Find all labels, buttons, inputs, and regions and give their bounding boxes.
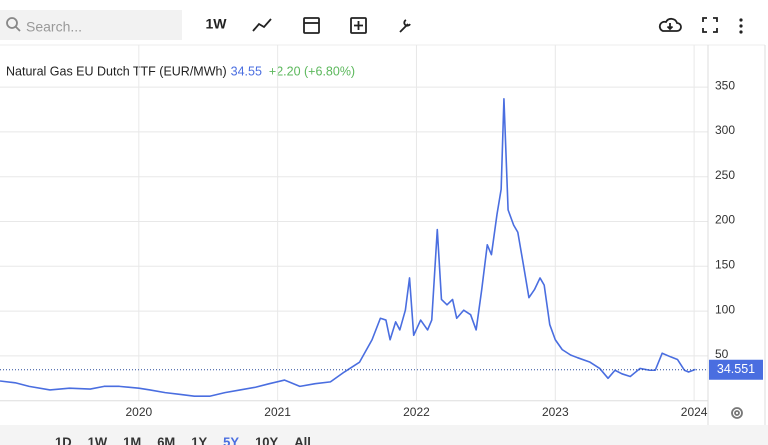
x-tick-label: 2022 bbox=[403, 405, 430, 419]
search-icon bbox=[6, 17, 18, 29]
y-tick-label: 200 bbox=[715, 213, 735, 227]
range-button[interactable]: 6M bbox=[157, 434, 175, 445]
gear-icon bbox=[731, 407, 743, 419]
calendar-button[interactable] bbox=[303, 17, 320, 34]
price: 34.55 bbox=[231, 64, 262, 78]
search-box[interactable] bbox=[0, 10, 182, 40]
gear-icon bbox=[734, 410, 740, 416]
settings-button[interactable] bbox=[731, 407, 743, 419]
chart-type-button[interactable] bbox=[252, 18, 272, 32]
range-bar bbox=[0, 425, 768, 445]
fullscreen-button[interactable] bbox=[702, 17, 718, 33]
range-button[interactable]: 1W bbox=[88, 434, 108, 445]
y-tick-label: 250 bbox=[715, 168, 735, 182]
price-change: +2.20 (+6.80%) bbox=[269, 64, 355, 78]
range-button[interactable]: 1M bbox=[123, 434, 141, 445]
price-line bbox=[0, 97, 696, 398]
last-price-badge bbox=[709, 359, 763, 380]
y-tick-label: 150 bbox=[715, 257, 735, 271]
x-tick-label: 2020 bbox=[125, 405, 152, 419]
x-tick-label: 2024 bbox=[681, 405, 708, 419]
y-tick-label: 300 bbox=[715, 123, 735, 137]
range-button[interactable]: 1D bbox=[55, 434, 72, 445]
range-button[interactable]: 1Y bbox=[191, 434, 207, 445]
last-price-label: 34.551 bbox=[717, 362, 755, 376]
menu-button[interactable] bbox=[739, 18, 743, 22]
add-icon bbox=[354, 21, 363, 30]
y-tick-label: 350 bbox=[715, 78, 735, 92]
search-icon bbox=[15, 26, 21, 32]
plot-area: 50 100 150 200 250 300 350 2020 2021 2022 2023 2024… bbox=[0, 45, 763, 425]
interval-button[interactable]: 1W bbox=[206, 16, 228, 32]
download-button[interactable] bbox=[658, 17, 682, 32]
chart-title: Natural Gas EU Dutch TTF (EUR/MWh) bbox=[6, 64, 227, 78]
add-indicator-button[interactable] bbox=[350, 17, 367, 34]
search-placeholder[interactable]: Search... bbox=[26, 19, 82, 35]
range-button[interactable]: 10Y bbox=[255, 434, 278, 445]
range-button[interactable]: 5Y bbox=[223, 434, 239, 445]
x-tick-label: 2021 bbox=[264, 405, 291, 419]
menu-dot bbox=[739, 24, 743, 28]
y-tick-label: 100 bbox=[715, 302, 735, 316]
menu-dot bbox=[739, 30, 743, 34]
tools-button[interactable] bbox=[399, 19, 411, 33]
y-tick-label: 50 bbox=[715, 347, 729, 361]
range-button[interactable]: All bbox=[294, 434, 311, 445]
x-tick-label: 2023 bbox=[542, 405, 569, 419]
